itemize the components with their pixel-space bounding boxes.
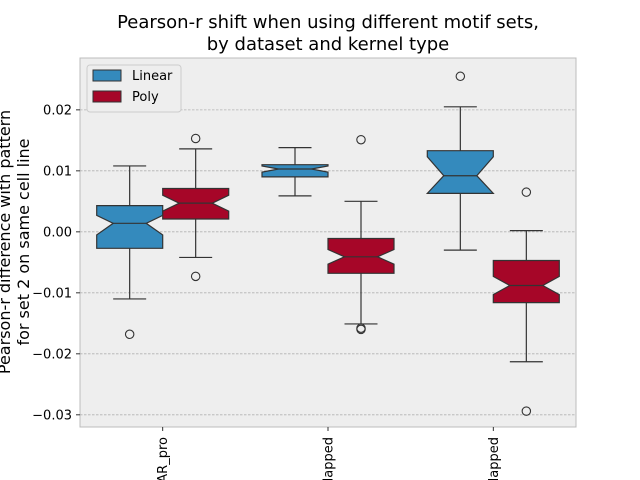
y-tick-label: −0.01 — [32, 286, 72, 301]
x-tick-label: lapped — [322, 437, 337, 480]
outlier-point — [521, 406, 532, 416]
legend-label-poly: Poly — [132, 90, 159, 105]
x-axis-ticks: AR_pro lapped lapped — [156, 427, 502, 480]
box-series — [96, 71, 560, 416]
chart-title-line-2: by dataset and kernel type — [207, 34, 450, 55]
legend-swatch-poly — [92, 90, 122, 103]
notched-box — [425, 150, 495, 194]
box-poly — [327, 134, 395, 335]
y-axis-label-line-2: for set 2 on same cell line — [14, 138, 33, 345]
chart-title-line-1: Pearson-r shift when using different mot… — [117, 12, 539, 33]
notched-box — [96, 205, 164, 249]
y-tick-label: 0.02 — [43, 103, 72, 118]
legend-swatch-linear — [92, 69, 122, 82]
legend-label-linear: Linear — [132, 69, 173, 84]
y-tick-label: −0.03 — [32, 408, 72, 423]
outlier-point — [124, 329, 135, 340]
y-tick-label: 0.00 — [43, 225, 72, 240]
y-axis-ticks: 0.02 0.01 0.00 −0.01 −0.02 −0.03 — [32, 103, 80, 423]
x-tick-label: lapped — [487, 437, 502, 480]
box-poly — [492, 187, 560, 416]
y-tick-label: 0.01 — [43, 164, 72, 179]
x-tick-label: AR_pro — [156, 437, 171, 480]
outlier-point — [190, 133, 201, 144]
box-linear — [425, 71, 495, 251]
y-axis-label-line-1: Pearson-r difference with pattern — [0, 110, 14, 374]
notched-box — [492, 259, 560, 304]
grid-lines — [80, 109, 576, 416]
outlier-point — [356, 134, 366, 145]
notched-box — [261, 164, 329, 178]
outlier-point — [190, 271, 201, 282]
box-linear — [261, 147, 329, 197]
notched-box — [327, 237, 395, 274]
outlier-point — [455, 71, 466, 82]
outlier-point — [356, 324, 366, 335]
box-linear — [96, 165, 164, 340]
box-poly — [162, 133, 230, 282]
legend: Linear Poly — [86, 64, 182, 113]
outlier-point — [521, 187, 532, 197]
y-tick-label: −0.02 — [32, 347, 72, 362]
